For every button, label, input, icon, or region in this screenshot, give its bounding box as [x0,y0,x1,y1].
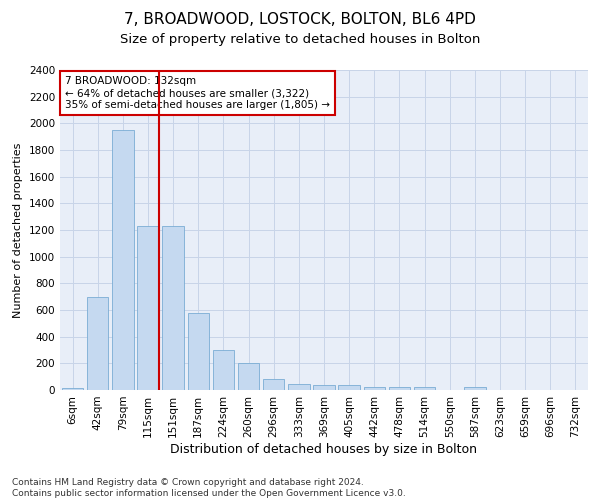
Bar [112,130,134,390]
Bar [288,384,310,390]
Bar [137,226,158,390]
Text: Contains HM Land Registry data © Crown copyright and database right 2024.
Contai: Contains HM Land Registry data © Crown c… [12,478,406,498]
Bar [389,387,410,390]
Bar [163,226,184,390]
Bar [62,388,83,390]
Text: Size of property relative to detached houses in Bolton: Size of property relative to detached ho… [120,32,480,46]
Bar [414,388,435,390]
Text: 7 BROADWOOD: 132sqm
← 64% of detached houses are smaller (3,322)
35% of semi-det: 7 BROADWOOD: 132sqm ← 64% of detached ho… [65,76,330,110]
Bar [213,350,234,390]
Bar [338,386,360,390]
Bar [263,378,284,390]
Bar [87,296,109,390]
Bar [313,385,335,390]
Bar [188,314,209,390]
Bar [464,387,485,390]
Bar [238,364,259,390]
Text: 7, BROADWOOD, LOSTOCK, BOLTON, BL6 4PD: 7, BROADWOOD, LOSTOCK, BOLTON, BL6 4PD [124,12,476,28]
Y-axis label: Number of detached properties: Number of detached properties [13,142,23,318]
X-axis label: Distribution of detached houses by size in Bolton: Distribution of detached houses by size … [170,442,478,456]
Bar [364,387,385,390]
